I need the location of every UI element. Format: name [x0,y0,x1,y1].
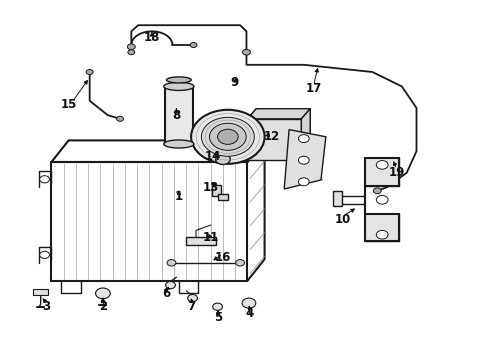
Circle shape [166,282,175,289]
Circle shape [298,178,309,186]
Text: 13: 13 [202,181,219,194]
Polygon shape [301,109,310,160]
Circle shape [40,251,49,258]
Circle shape [191,110,265,164]
Text: 6: 6 [163,287,171,300]
Text: 4: 4 [246,307,254,320]
Text: 14: 14 [205,150,221,163]
FancyBboxPatch shape [218,194,228,200]
Circle shape [188,294,197,302]
Circle shape [236,260,245,266]
Circle shape [40,176,49,183]
Circle shape [216,154,230,165]
Circle shape [128,50,135,55]
Text: 18: 18 [144,31,160,44]
Bar [165,86,193,144]
Text: 3: 3 [43,300,50,313]
Ellipse shape [164,82,194,90]
Circle shape [127,44,135,50]
Polygon shape [247,109,310,119]
Text: 17: 17 [305,82,322,95]
Bar [33,289,48,295]
Text: 9: 9 [230,76,238,89]
Circle shape [117,116,123,121]
Text: 10: 10 [335,213,351,226]
Ellipse shape [167,77,191,83]
Circle shape [213,303,222,310]
Text: 8: 8 [172,109,180,122]
Text: 1: 1 [175,190,183,203]
Circle shape [190,42,197,48]
Text: 15: 15 [60,98,77,111]
Text: 11: 11 [202,231,219,244]
Polygon shape [365,158,399,241]
Circle shape [243,49,250,55]
Text: 19: 19 [389,166,405,179]
Text: 12: 12 [264,130,280,143]
Circle shape [373,188,381,194]
Circle shape [96,288,110,299]
Circle shape [298,156,309,164]
Circle shape [167,260,176,266]
Bar [247,119,301,160]
Text: 5: 5 [214,311,222,324]
Circle shape [376,161,388,169]
Bar [333,191,342,206]
Circle shape [210,123,246,150]
Text: 2: 2 [99,300,107,313]
Text: 16: 16 [215,251,231,264]
Circle shape [201,117,254,156]
Circle shape [86,69,93,75]
FancyBboxPatch shape [186,237,216,245]
Circle shape [376,230,388,239]
Circle shape [298,135,309,143]
FancyBboxPatch shape [212,185,220,196]
Circle shape [242,298,256,308]
Ellipse shape [164,140,194,148]
Circle shape [376,195,388,204]
Polygon shape [284,130,326,189]
Text: 7: 7 [187,300,195,312]
Circle shape [218,129,238,144]
